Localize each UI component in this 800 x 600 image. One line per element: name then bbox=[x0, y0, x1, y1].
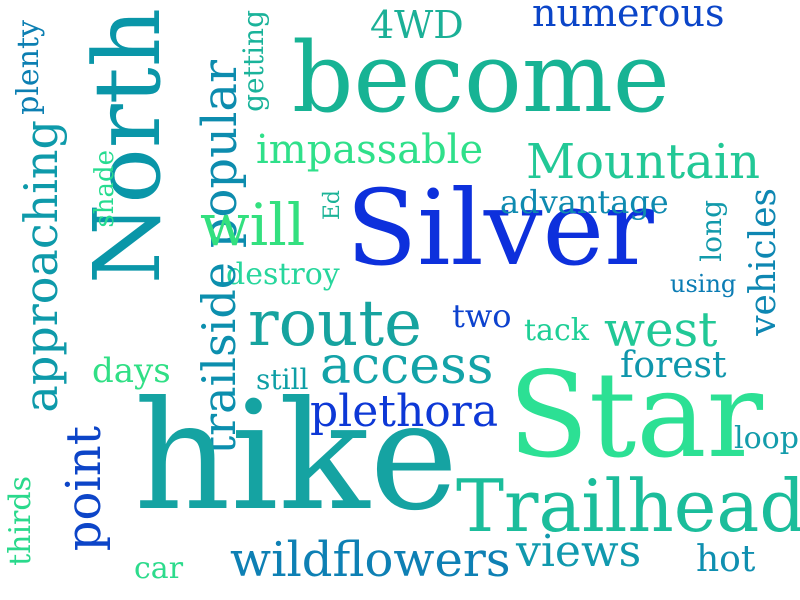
word-loop: loop bbox=[734, 421, 799, 456]
word-west: west bbox=[604, 302, 718, 358]
word-route: route bbox=[248, 287, 422, 361]
word-will: will bbox=[200, 191, 306, 259]
word-long: long bbox=[695, 200, 728, 262]
word-forest: forest bbox=[620, 345, 727, 386]
word-hike: hike bbox=[134, 370, 459, 544]
word-mountain: Mountain bbox=[526, 134, 761, 190]
word-ed: Ed bbox=[320, 190, 345, 221]
word-thirds: thirds bbox=[3, 476, 38, 566]
word-hot: hot bbox=[696, 539, 756, 580]
word-using: using bbox=[670, 270, 737, 298]
word-become: become bbox=[292, 22, 670, 134]
word-impassable: impassable bbox=[256, 127, 484, 173]
word-vehicles: vehicles bbox=[743, 188, 784, 336]
word-still: still bbox=[256, 363, 309, 396]
word-plethora: plethora bbox=[310, 386, 499, 437]
word-wildflowers: wildflowers bbox=[230, 532, 511, 588]
word-star: Star bbox=[508, 346, 764, 484]
word-car: car bbox=[134, 551, 184, 586]
word-trailhead: Trailhead bbox=[456, 464, 800, 548]
word-plenty: plenty bbox=[11, 20, 46, 115]
word-numerous: numerous bbox=[532, 0, 725, 35]
word-approaching: approaching bbox=[14, 120, 68, 413]
word-views: views bbox=[516, 526, 642, 577]
word-tack: tack bbox=[524, 313, 589, 348]
word-silver: Silver bbox=[346, 167, 654, 289]
word-access: access bbox=[320, 336, 494, 396]
word-destroy: destroy bbox=[226, 257, 340, 292]
word-shade: shade bbox=[90, 150, 120, 228]
word-four-wd: 4WD bbox=[370, 3, 464, 47]
word-north: North bbox=[74, 8, 181, 285]
word-two: two bbox=[452, 297, 512, 335]
word-point: point bbox=[56, 426, 112, 552]
word-days: days bbox=[92, 351, 171, 391]
word-advantage: advantage bbox=[500, 183, 669, 221]
